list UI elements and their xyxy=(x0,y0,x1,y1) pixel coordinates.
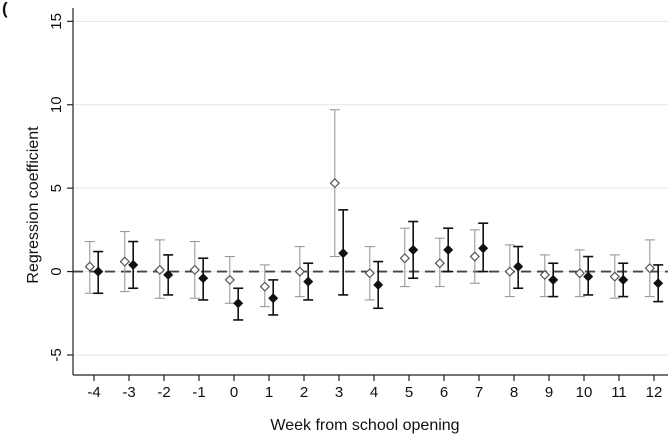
x-tick-label: -2 xyxy=(157,384,170,401)
hollow-diamond-marker xyxy=(399,253,410,264)
x-tick-label: -1 xyxy=(192,384,205,401)
hollow-diamond-marker xyxy=(539,269,550,281)
panel-label: ( xyxy=(2,0,8,18)
x-tick-label: 2 xyxy=(300,384,308,401)
y-tick-label: 0 xyxy=(48,267,65,275)
x-tick-label: 12 xyxy=(646,384,663,401)
x-tick-label: 5 xyxy=(405,384,413,401)
x-tick-label: -3 xyxy=(122,384,135,401)
x-tick-label: 7 xyxy=(475,384,483,401)
x-tick-label: 11 xyxy=(611,384,627,401)
filled-diamond-marker xyxy=(373,279,384,290)
filled-diamond-marker xyxy=(548,274,559,285)
point-markers xyxy=(84,178,664,309)
filled-diamond-marker xyxy=(338,248,349,259)
hollow-diamond-marker xyxy=(364,268,375,279)
hollow-diamond-marker xyxy=(259,281,270,292)
hollow-diamond-marker xyxy=(434,258,445,269)
filled-diamond-marker xyxy=(583,271,594,282)
x-tick-label: 1 xyxy=(265,384,273,401)
x-tick-label: 4 xyxy=(370,384,378,401)
filled-diamond-marker xyxy=(443,244,454,255)
x-tick-label: 6 xyxy=(440,384,448,401)
filled-diamond-marker xyxy=(653,278,664,289)
hollow-diamond-marker xyxy=(84,261,95,272)
filled-diamond-marker xyxy=(198,273,209,284)
hollow-diamond-marker xyxy=(119,256,130,267)
x-tick-label: 0 xyxy=(230,384,238,401)
filled-diamond-marker xyxy=(408,244,419,255)
x-tick-label: 9 xyxy=(545,384,553,401)
y-tick-label: -5 xyxy=(48,348,65,361)
filled-diamond-marker xyxy=(478,243,489,254)
filled-diamond-marker xyxy=(618,274,629,285)
filled-diamond-marker xyxy=(93,266,104,277)
hollow-diamond-marker xyxy=(294,266,305,277)
hollow-diamond-marker xyxy=(189,264,200,276)
hollow-diamond-marker xyxy=(224,274,235,286)
y-tick-label: 5 xyxy=(48,184,65,192)
x-tick-label: 10 xyxy=(576,384,593,401)
filled-diamond-marker xyxy=(268,293,279,304)
x-tick-label: 8 xyxy=(510,384,518,401)
x-tick-label: 3 xyxy=(335,384,343,401)
y-tick-label: 15 xyxy=(48,13,65,30)
hollow-diamond-marker xyxy=(504,266,515,277)
x-tick-label: -4 xyxy=(87,384,100,401)
filled-diamond-marker xyxy=(128,259,139,270)
hollow-diamond-marker xyxy=(154,264,165,276)
filled-diamond-marker xyxy=(163,269,174,280)
x-axis-label: Week from school opening xyxy=(270,417,459,434)
hollow-diamond-marker xyxy=(574,268,585,279)
hollow-diamond-marker xyxy=(609,271,620,282)
y-axis-label: Regression coefficient xyxy=(25,126,42,284)
filled-diamond-marker xyxy=(233,298,244,309)
filled-diamond-marker xyxy=(303,276,314,287)
y-tick-label: 10 xyxy=(48,96,65,113)
hollow-diamond-marker xyxy=(329,178,340,189)
filled-diamond-marker xyxy=(513,261,524,272)
hollow-diamond-marker xyxy=(644,263,655,274)
hollow-diamond-marker xyxy=(469,251,480,262)
